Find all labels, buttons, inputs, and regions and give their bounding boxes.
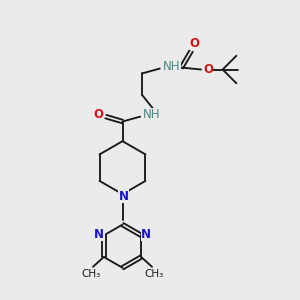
Text: N: N <box>141 228 151 241</box>
Text: O: O <box>203 63 213 76</box>
Text: N: N <box>118 190 128 202</box>
Text: O: O <box>93 108 103 121</box>
Text: CH₃: CH₃ <box>144 269 164 279</box>
Text: N: N <box>94 228 104 241</box>
Text: CH₃: CH₃ <box>81 269 101 279</box>
Text: O: O <box>189 37 199 50</box>
Text: NH: NH <box>143 108 161 121</box>
Text: NH: NH <box>163 60 180 73</box>
